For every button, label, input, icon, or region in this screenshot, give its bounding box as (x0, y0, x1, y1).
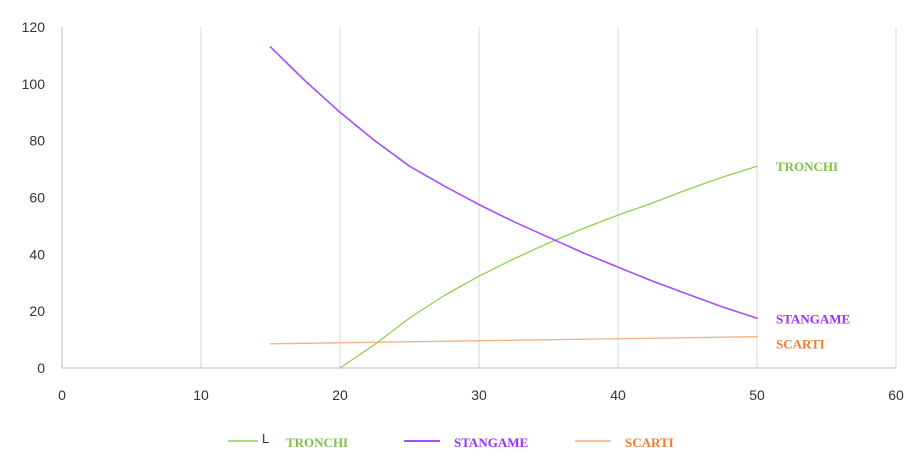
x-tick-label: 0 (58, 387, 66, 403)
legend-item-scarti: SCARTI (575, 435, 674, 450)
series-layer (269, 46, 758, 369)
series-label-tronchi: TRONCHI (776, 159, 838, 174)
x-tick-label: 40 (610, 387, 626, 403)
series-line-scarti (269, 336, 758, 345)
x-tick-label: 10 (193, 387, 209, 403)
series-label-stangame: STANGAME (776, 311, 850, 326)
y-tick-label: 0 (37, 360, 45, 376)
legend-label: STANGAME (454, 435, 528, 450)
x-tick-label: 30 (471, 387, 487, 403)
series-label-layer: TRONCHI STANGAME SCARTI (776, 159, 850, 352)
legend-prefix: L (262, 431, 269, 446)
y-tick-label: 120 (22, 19, 46, 35)
legend-item-tronchi: L TRONCHI (228, 431, 348, 450)
x-tick-label: 20 (332, 387, 348, 403)
y-tick-label: 80 (29, 133, 45, 149)
x-tick-label: 50 (749, 387, 765, 403)
legend-label: SCARTI (625, 435, 674, 450)
series-label-scarti: SCARTI (776, 337, 825, 352)
series-line-stangame (269, 46, 758, 320)
axis-layer: 0 20 40 60 80 100 120 0 10 20 30 40 50 60 (22, 19, 904, 403)
y-tick-label: 100 (22, 76, 46, 92)
grid-layer (200, 27, 897, 368)
legend-item-stangame: STANGAME (404, 435, 528, 450)
y-tick-label: 20 (29, 303, 45, 319)
legend-label: TRONCHI (286, 435, 348, 450)
y-tick-label: 60 (29, 190, 45, 206)
series-line-tronchi (339, 165, 758, 369)
y-tick-label: 40 (29, 246, 45, 262)
legend: L TRONCHI STANGAME SCARTI (228, 431, 674, 450)
x-tick-label: 60 (888, 387, 904, 403)
